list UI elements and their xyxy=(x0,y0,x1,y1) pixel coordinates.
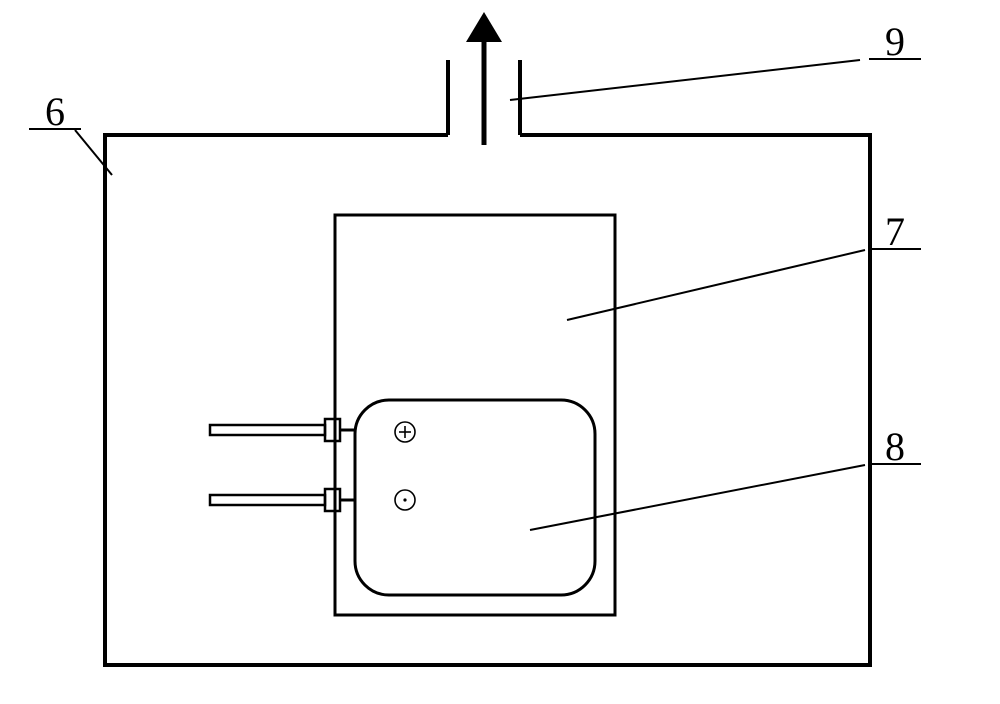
arrow-head-icon xyxy=(466,12,502,42)
connector-bottom-nut xyxy=(325,489,340,511)
inner-box xyxy=(335,215,615,615)
schematic-diagram: 9 6 7 8 xyxy=(0,0,1000,704)
connector-bottom-lead xyxy=(210,495,325,505)
callout-leader-7 xyxy=(567,250,865,320)
callout-label-9: 9 xyxy=(885,19,905,64)
connector-top-lead xyxy=(210,425,325,435)
callout-label-6: 6 xyxy=(45,89,65,134)
callout-leader-9 xyxy=(510,60,860,100)
terminal-minus-dot xyxy=(403,498,406,501)
connector-top-nut xyxy=(325,419,340,441)
callout-leader-8 xyxy=(530,465,865,530)
callout-label-8: 8 xyxy=(885,424,905,469)
callout-label-7: 7 xyxy=(885,209,905,254)
rounded-component xyxy=(355,400,595,595)
